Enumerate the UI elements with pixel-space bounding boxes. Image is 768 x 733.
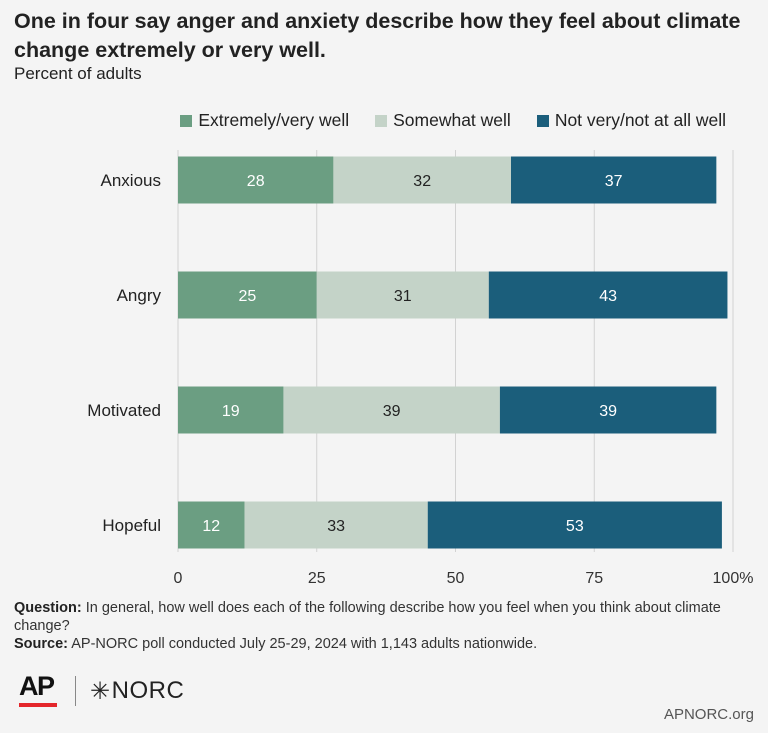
category-label: Anxious: [101, 171, 161, 190]
category-label: Hopeful: [102, 516, 161, 535]
data-label: 37: [605, 173, 623, 190]
bar-segment: [427, 501, 722, 549]
x-tick-label: 0: [174, 570, 183, 587]
ap-logo-bar: [19, 703, 57, 707]
legend-item-extremely: Extremely/very well: [180, 110, 349, 131]
legend-label: Extremely/very well: [198, 110, 350, 130]
bar-segment: [283, 386, 500, 434]
bar-segment: [178, 156, 334, 204]
x-tick-label: 25: [308, 570, 326, 587]
legend: Extremely/very well Somewhat well Not ve…: [180, 110, 726, 131]
legend-swatch: [536, 114, 549, 127]
legend-label: Not very/not at all well: [554, 110, 726, 130]
question-note: Question: In general, how well does each…: [14, 599, 754, 635]
question-label: Question:: [14, 600, 82, 616]
data-label: 43: [599, 288, 617, 305]
category-label: Motivated: [87, 401, 161, 420]
bar-segment: [333, 156, 511, 204]
source-text: AP-NORC poll conducted July 25-29, 2024 …: [71, 636, 538, 652]
x-tick-label: 50: [447, 570, 465, 587]
legend-item-not-very: Not very/not at all well: [536, 110, 726, 131]
category-label: Angry: [117, 286, 162, 305]
data-label: 33: [327, 518, 345, 535]
data-label: 19: [222, 403, 240, 420]
norc-logo-text: NORC: [111, 677, 185, 704]
data-label: 32: [413, 173, 431, 190]
legend-item-somewhat: Somewhat well: [375, 110, 511, 131]
x-tick-label: 75: [585, 570, 603, 587]
stacked-bar-chart: Anxious 28 32 37 Angry 25 31 43 Motivated 19 39 39 H…: [87, 150, 754, 587]
data-label: 12: [202, 518, 220, 535]
logo-row: AP ✳ NORC: [19, 672, 184, 710]
chart-subtitle: Percent of adults: [14, 64, 142, 83]
bar-segment: [178, 501, 245, 549]
chart-title: One in four say anger and anxiety descri…: [14, 9, 741, 62]
data-label: 31: [394, 288, 412, 305]
bar-segment: [499, 386, 717, 434]
data-label: 39: [383, 403, 401, 420]
bar-segment: [244, 501, 428, 549]
x-tick-label: 100%: [713, 570, 754, 587]
legend-swatch: [180, 114, 193, 127]
bar-segment: [178, 271, 317, 319]
bar-segment: [488, 271, 728, 319]
data-label: 53: [566, 518, 584, 535]
question-text: In general, how well does each of the fo…: [14, 600, 721, 634]
source-note: Source: AP-NORC poll conducted July 25-2…: [14, 635, 754, 653]
ap-logo-text: AP: [19, 671, 55, 701]
legend-label: Somewhat well: [393, 110, 511, 130]
data-label: 39: [599, 403, 617, 420]
data-label: 25: [238, 288, 256, 305]
bar-segment: [178, 386, 284, 434]
norc-logo: ✳ NORC: [90, 677, 184, 706]
source-label: Source:: [14, 636, 68, 652]
footnote: Question: In general, how well does each…: [14, 599, 754, 653]
logo-divider: [75, 676, 76, 706]
data-label: 28: [247, 173, 265, 190]
legend-swatch: [375, 114, 388, 127]
ap-logo: AP: [19, 672, 57, 710]
site-url: APNORC.org: [663, 706, 754, 723]
norc-star-icon: ✳: [90, 677, 111, 705]
bar-segment: [316, 271, 489, 319]
bar-segment: [511, 156, 717, 204]
